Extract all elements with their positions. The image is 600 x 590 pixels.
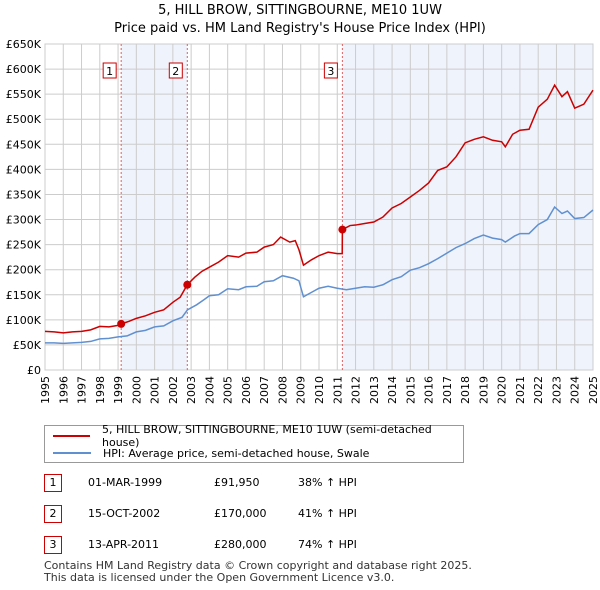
sale-date: 13-APR-2011 bbox=[88, 538, 160, 551]
legend-label: 5, HILL BROW, SITTINGBOURNE, ME10 1UW (s… bbox=[102, 423, 432, 449]
x-tick-label: 2017 bbox=[441, 376, 454, 404]
sale-point bbox=[117, 319, 126, 328]
y-tick-label: £550K bbox=[6, 88, 42, 101]
sale-marker-box bbox=[102, 62, 117, 79]
x-tick-label: 1996 bbox=[57, 376, 70, 404]
legend-item-property: 5, HILL BROW, SITTINGBOURNE, ME10 1UW (s… bbox=[53, 423, 463, 449]
sale-hpi-delta: 41% ↑ HPI bbox=[298, 507, 357, 520]
legend-label: HPI: Average price, semi-detached house,… bbox=[103, 446, 370, 460]
x-tick-label: 2013 bbox=[368, 376, 381, 404]
sale-hpi-delta: 74% ↑ HPI bbox=[298, 538, 357, 551]
x-tick-label: 2025 bbox=[587, 376, 600, 404]
sale-hpi-delta: 38% ↑ HPI bbox=[298, 476, 357, 489]
x-tick-label: 2004 bbox=[203, 376, 216, 404]
x-tick-label: 2023 bbox=[550, 376, 563, 404]
series-line bbox=[45, 205, 594, 345]
price-chart: 1995 1996 1997 1998 1999 2000 2001 2002 2003 2004… bbox=[6, 38, 600, 404]
sale-date: 15-OCT-2002 bbox=[88, 507, 161, 520]
y-tick-label: £650K bbox=[6, 38, 42, 51]
sale-point bbox=[338, 225, 347, 234]
sale-price: £91,950 bbox=[214, 476, 260, 489]
x-tick-label: 2019 bbox=[477, 376, 490, 404]
legend-item-hpi: HPI: Average price, semi-detached house,… bbox=[53, 445, 369, 461]
chart-title: 5, HILL BROW, SITTINGBOURNE, ME10 1UW bbox=[158, 3, 442, 18]
x-tick-label: 2015 bbox=[404, 376, 417, 404]
y-tick-label: £100K bbox=[6, 314, 42, 327]
x-tick-label: 2003 bbox=[185, 376, 198, 404]
sale-point bbox=[183, 280, 192, 289]
series-line bbox=[44, 83, 594, 334]
legend-swatch-red bbox=[53, 435, 90, 437]
y-tick-label: £200K bbox=[6, 264, 42, 277]
chart-subtitle: Price paid vs. HM Land Registry's House … bbox=[114, 21, 486, 36]
footer-line-1: Contains HM Land Registry data © Crown c… bbox=[44, 559, 472, 572]
x-tick-label: 2000 bbox=[130, 376, 143, 404]
footer-line-2: This data is licensed under the Open Gov… bbox=[44, 571, 395, 584]
x-tick-label: 1997 bbox=[76, 376, 89, 404]
x-tick-label: 2022 bbox=[532, 376, 545, 404]
sale-row: 3 13-APR-2011 £280,000 74% ↑ HPI bbox=[44, 536, 444, 556]
x-tick-label: 2021 bbox=[514, 376, 527, 404]
sale-number-badge: 2 bbox=[44, 505, 62, 523]
plot-frame bbox=[44, 43, 594, 371]
y-tick-label: £250K bbox=[6, 239, 42, 252]
x-tick-label: 2011 bbox=[331, 376, 344, 404]
sale-price: £170,000 bbox=[214, 507, 267, 520]
x-tick-label: 2001 bbox=[149, 376, 162, 404]
x-tick-label: 2018 bbox=[459, 376, 472, 404]
sale-row: 2 15-OCT-2002 £170,000 41% ↑ HPI bbox=[44, 505, 444, 525]
y-tick-label: £50K bbox=[13, 339, 42, 352]
x-tick-label: 2010 bbox=[313, 376, 326, 404]
x-tick-label: 2012 bbox=[350, 376, 363, 404]
x-tick-label: 1995 bbox=[39, 376, 52, 404]
sale-price: £280,000 bbox=[214, 538, 267, 551]
legend: 5, HILL BROW, SITTINGBOURNE, ME10 1UW (s… bbox=[44, 423, 464, 463]
x-tick-label: 2005 bbox=[222, 376, 235, 404]
y-tick-label: £450K bbox=[6, 138, 42, 151]
x-tick-label: 1998 bbox=[94, 376, 107, 404]
shaded-period bbox=[342, 44, 593, 370]
x-tick-label: 2009 bbox=[295, 376, 308, 404]
sale-number-badge: 1 bbox=[44, 474, 62, 492]
x-tick-label: 2024 bbox=[569, 376, 582, 404]
sale-row: 1 01-MAR-1999 £91,950 38% ↑ HPI bbox=[44, 474, 444, 494]
y-tick-label: £0 bbox=[27, 364, 41, 377]
x-tick-label: 2014 bbox=[386, 376, 399, 404]
y-tick-label: £600K bbox=[6, 63, 42, 76]
x-tick-label: 2020 bbox=[496, 376, 509, 404]
y-tick-label: £350K bbox=[6, 188, 42, 201]
x-tick-label: 2002 bbox=[167, 376, 180, 404]
x-tick-label: 1999 bbox=[112, 376, 125, 404]
y-tick-label: £500K bbox=[6, 113, 42, 126]
x-tick-label: 2016 bbox=[423, 376, 436, 404]
sale-number-badge: 3 bbox=[44, 536, 62, 554]
sale-date: 01-MAR-1999 bbox=[88, 476, 163, 489]
sale-marker-label: 1 bbox=[106, 65, 113, 78]
x-tick-label: 2006 bbox=[240, 376, 253, 404]
y-tick-label: £400K bbox=[6, 163, 42, 176]
sale-marker-box bbox=[323, 62, 338, 79]
sale-marker-label: 3 bbox=[327, 65, 334, 78]
sale-marker-box bbox=[168, 62, 183, 79]
y-tick-label: £150K bbox=[6, 289, 42, 302]
y-tick-label: £300K bbox=[6, 214, 42, 227]
x-tick-label: 2008 bbox=[276, 376, 289, 404]
sale-marker-label: 2 bbox=[172, 65, 179, 78]
x-tick-label: 2007 bbox=[258, 376, 271, 404]
legend-swatch-blue bbox=[53, 452, 91, 454]
